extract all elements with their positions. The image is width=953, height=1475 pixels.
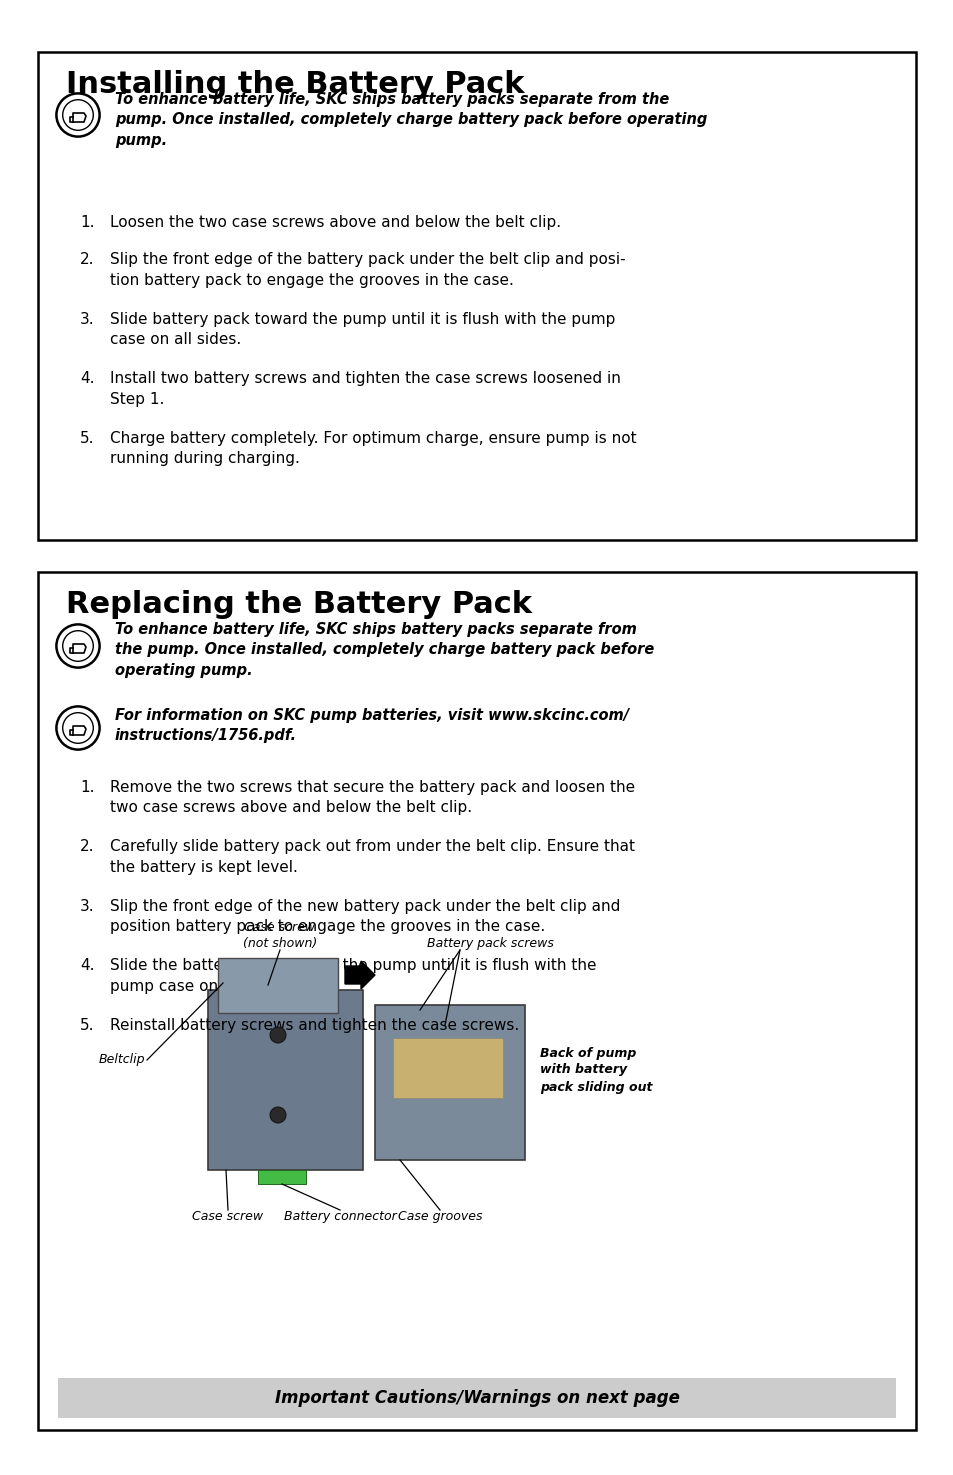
Text: Slide battery pack toward the pump until it is flush with the pump
case on all s: Slide battery pack toward the pump until… xyxy=(110,311,615,347)
Text: Important Cautions/Warnings on next page: Important Cautions/Warnings on next page xyxy=(274,1389,679,1407)
Text: Back of pump
with battery
pack sliding out: Back of pump with battery pack sliding o… xyxy=(539,1046,652,1093)
Text: Install two battery screws and tighten the case screws loosened in
Step 1.: Install two battery screws and tighten t… xyxy=(110,372,620,407)
Text: Remove the two screws that secure the battery pack and loosen the
two case screw: Remove the two screws that secure the ba… xyxy=(110,780,635,816)
Text: 4.: 4. xyxy=(80,372,94,386)
Bar xyxy=(38,52,915,540)
Text: 1.: 1. xyxy=(80,780,94,795)
Text: Case grooves: Case grooves xyxy=(397,1210,482,1223)
FancyArrow shape xyxy=(345,962,375,990)
Text: 3.: 3. xyxy=(80,311,94,327)
Text: Case screw
(not shown): Case screw (not shown) xyxy=(243,920,316,950)
Text: Reinstall battery screws and tighten the case screws.: Reinstall battery screws and tighten the… xyxy=(110,1018,518,1032)
Text: For information on SKC pump batteries, visit www.skcinc.com/
instructions/1756.p: For information on SKC pump batteries, v… xyxy=(115,708,628,743)
Text: To enhance battery life, SKC ships battery packs separate from the
pump. Once in: To enhance battery life, SKC ships batte… xyxy=(115,91,706,148)
Bar xyxy=(58,1378,895,1417)
Circle shape xyxy=(270,1108,286,1122)
Text: Slip the front edge of the battery pack under the belt clip and posi-
tion batte: Slip the front edge of the battery pack … xyxy=(110,252,625,288)
Bar xyxy=(393,1038,502,1097)
Text: Beltclip: Beltclip xyxy=(98,1053,145,1066)
Text: 3.: 3. xyxy=(80,898,94,914)
Bar xyxy=(218,957,337,1013)
Bar xyxy=(257,1170,306,1184)
Text: To enhance battery life, SKC ships battery packs separate from
the pump. Once in: To enhance battery life, SKC ships batte… xyxy=(115,622,654,678)
Text: Slip the front edge of the new battery pack under the belt clip and
position bat: Slip the front edge of the new battery p… xyxy=(110,898,619,934)
Text: Loosen the two case screws above and below the belt clip.: Loosen the two case screws above and bel… xyxy=(110,215,560,230)
Text: 4.: 4. xyxy=(80,959,94,974)
Text: Battery pack screws: Battery pack screws xyxy=(426,937,553,950)
Text: 5.: 5. xyxy=(80,431,94,445)
Text: Charge battery completely. For optimum charge, ensure pump is not
running during: Charge battery completely. For optimum c… xyxy=(110,431,636,466)
Text: 5.: 5. xyxy=(80,1018,94,1032)
Text: 2.: 2. xyxy=(80,252,94,267)
Bar xyxy=(38,572,915,1429)
Text: Installing the Battery Pack: Installing the Battery Pack xyxy=(66,69,524,99)
Bar xyxy=(375,1004,524,1159)
Text: 1.: 1. xyxy=(80,215,94,230)
Bar xyxy=(208,990,363,1170)
Text: Carefully slide battery pack out from under the belt clip. Ensure that
the batte: Carefully slide battery pack out from un… xyxy=(110,839,635,875)
Text: Replacing the Battery Pack: Replacing the Battery Pack xyxy=(66,590,532,620)
Circle shape xyxy=(270,1027,286,1043)
Text: Slide the battery pack toward the pump until it is flush with the
pump case on a: Slide the battery pack toward the pump u… xyxy=(110,959,596,994)
Text: 2.: 2. xyxy=(80,839,94,854)
Text: Case screw: Case screw xyxy=(193,1210,263,1223)
Text: Battery connector: Battery connector xyxy=(283,1210,395,1223)
